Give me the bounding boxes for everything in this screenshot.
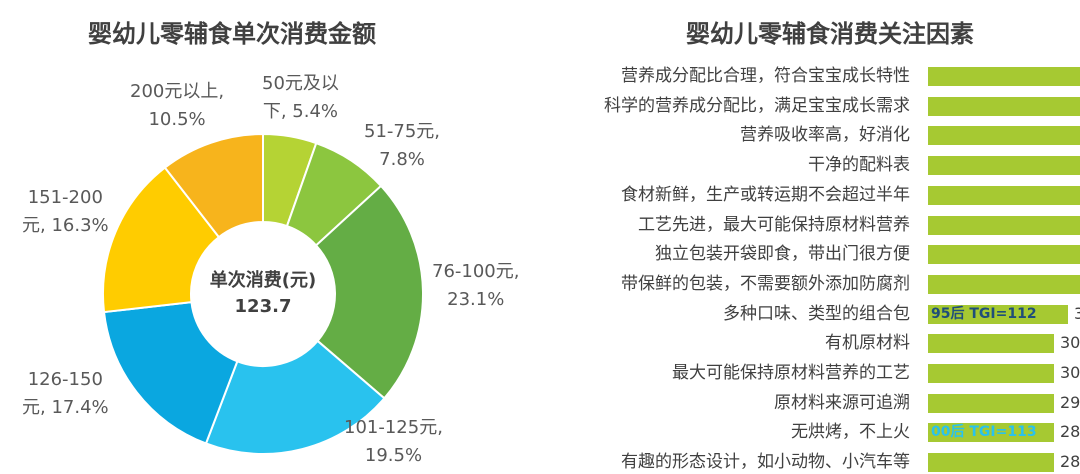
slice-label-101-125: 101-125元, 19.5% [344,417,443,466]
factor-label: 干净的配料表 [808,155,910,175]
factor-label: 带保鲜的包装，不需要额外添加防腐剂 [621,274,910,294]
factor-bar [928,364,1054,383]
donut-center-label: 单次消费(元) 123.7 [198,268,328,320]
donut-center-value: 123.7 [234,296,292,317]
factor-label: 有机原材料 [825,333,910,353]
donut-slice-2 [314,184,424,400]
bar-chart-title: 婴幼儿零辅食消费关注因素 [686,20,974,48]
factor-label: 营养吸收率高，好消化 [740,125,910,145]
donut-slice-5 [102,166,221,314]
factor-bar [928,186,1080,205]
slice-label-126-150: 126-150 元, 17.4% [22,369,109,418]
factor-bar [928,126,1080,145]
factor-bar [928,453,1054,472]
factor-label: 最大可能保持原材料营养的工艺 [672,363,910,383]
donut-slice-6 [163,132,264,239]
bar-value-label: 29 [1060,393,1080,412]
factor-label: 无烘烤，不上火 [791,422,910,442]
factor-bar [928,216,1080,235]
donut-center-caption: 单次消费(元) [209,270,317,291]
slice-label-151-200: 151-200 元, 16.3% [22,187,109,236]
factor-label: 多种口味、类型的组合包 [723,304,910,324]
factor-label: 工艺先进，最大可能保持原材料营养 [638,215,910,235]
bar-value-label: 28 [1060,452,1080,471]
bar-value-label: 3 [1074,304,1080,323]
slice-label-76-100: 76-100元, 23.1% [432,261,520,310]
tgi-annotation: 95后 TGI=112 [928,305,1040,324]
bar-value-label: 30 [1060,363,1080,382]
factor-label: 食材新鲜，生产或转运期不会超过半年 [621,185,910,205]
slice-label-51-75: 51-75元, 7.8% [364,121,441,170]
donut-slice-3 [204,339,386,455]
slice-label-50-below: 50元及以 下, 5.4% [262,73,339,122]
donut-chart [102,132,424,455]
donut-slice-4 [102,301,239,445]
bar-value-label: 28 [1060,422,1080,441]
factor-label: 原材料来源可追溯 [774,393,910,413]
factor-label: 独立包装开袋即食，带出门很方便 [655,244,910,264]
factor-bar [928,97,1080,116]
slice-label-200-above: 200元以上, 10.5% [130,81,225,130]
factor-bar [928,275,1080,294]
factor-bar [928,334,1054,353]
factor-bar [928,394,1054,413]
factor-bar [928,156,1080,175]
factor-bar [928,67,1080,86]
factor-label: 营养成分配比合理，符合宝宝成长特性 [621,66,910,86]
factor-label: 科学的营养成分配比，满足宝宝成长需求 [604,96,910,116]
tgi-annotation: 00后 TGI=113 [928,423,1040,442]
factor-label: 有趣的形态设计，如小动物、小汽车等 [621,452,910,472]
bar-value-label: 30 [1060,333,1080,352]
donut-chart-title: 婴幼儿零辅食单次消费金额 [88,20,376,48]
factor-bar [928,245,1080,264]
